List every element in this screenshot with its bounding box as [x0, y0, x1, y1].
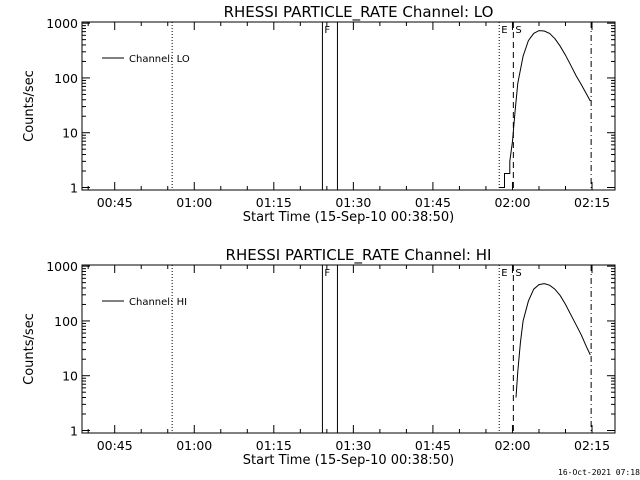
chart-title: RHESSI PARTICLE_RATE Channel: LO	[224, 3, 494, 22]
event-marker-label: S	[515, 25, 521, 36]
plot-frame	[81, 21, 616, 191]
x-tick-label: 01:30	[335, 438, 371, 453]
x-tick-label: 01:00	[176, 195, 212, 210]
x-axis-label: Start Time (15-Sep-10 00:38:50)	[243, 453, 454, 468]
y-tick-label: 10	[62, 369, 78, 384]
x-tick-label: 02:15	[574, 195, 610, 210]
timestamp: 16-Oct-2021 07:18	[558, 468, 640, 477]
x-tick-label: 02:00	[494, 195, 530, 210]
x-tick-label: 02:00	[494, 438, 530, 453]
x-tick-label: 01:15	[256, 438, 292, 453]
y-tick-label: 1000	[46, 16, 78, 31]
panel-hi: RHESSI PARTICLE_RATE Channel: HI 00:45 01:…	[22, 246, 616, 468]
y-tick-label: 1	[70, 180, 78, 195]
x-tick-label: 01:45	[415, 438, 451, 453]
panel-lo: RHESSI PARTICLE_RATE Channel: LO 00:45 01:…	[22, 3, 616, 225]
event-marker-label: E	[501, 25, 507, 36]
event-marker-label: F	[324, 25, 330, 36]
y-tick-label: 1	[70, 423, 78, 438]
x-tick-label: 01:30	[335, 195, 371, 210]
y-tick-label: 100	[54, 71, 78, 86]
x-tick-label: 01:00	[176, 438, 212, 453]
y-axis-label: Counts/sec	[22, 313, 37, 385]
event-marker-label: E	[501, 268, 507, 279]
y-tick-label: 1000	[46, 259, 78, 274]
event-marker-label: S	[515, 268, 521, 279]
series-line	[515, 283, 591, 398]
x-axis-label: Start Time (15-Sep-10 00:38:50)	[243, 210, 454, 225]
y-tick-label: 100	[54, 314, 78, 329]
event-marker-label: F	[324, 268, 330, 279]
chart-title: RHESSI PARTICLE_RATE Channel: HI	[226, 246, 492, 265]
x-tick-label: 00:45	[97, 195, 133, 210]
x-tick-label: 01:15	[256, 195, 292, 210]
x-tick-label: 02:15	[574, 438, 610, 453]
legend-label: Channel: HI	[129, 297, 187, 308]
plot-frame	[81, 264, 616, 434]
y-tick-label: 10	[62, 126, 78, 141]
x-tick-label: 00:45	[97, 438, 133, 453]
y-axis-label: Counts/sec	[22, 70, 37, 142]
x-tick-label: 01:45	[415, 195, 451, 210]
series-line	[499, 30, 591, 188]
legend-label: Channel: LO	[129, 54, 190, 65]
